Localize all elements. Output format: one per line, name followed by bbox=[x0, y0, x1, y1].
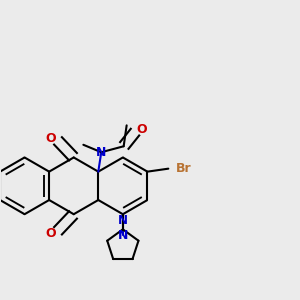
Text: N: N bbox=[118, 229, 128, 242]
Text: N: N bbox=[118, 214, 128, 227]
Text: Br: Br bbox=[176, 162, 191, 175]
Text: O: O bbox=[137, 123, 148, 136]
Text: O: O bbox=[45, 132, 56, 145]
Text: N: N bbox=[96, 146, 106, 159]
Text: O: O bbox=[45, 226, 56, 239]
